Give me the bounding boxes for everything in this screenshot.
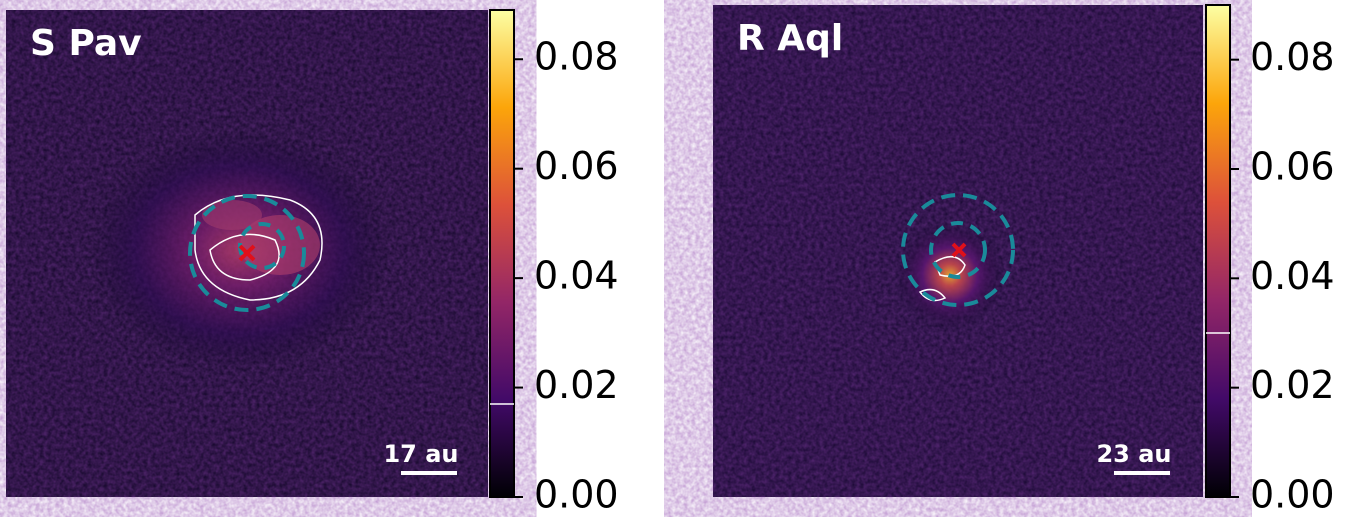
scale-bar-label: 23 au: [1096, 440, 1171, 468]
star-marker: [238, 244, 256, 262]
tick-label: 0.00: [1250, 473, 1335, 517]
contour: [918, 256, 966, 302]
tick-label: 0.04: [1250, 254, 1335, 298]
dashed-circle: [188, 194, 306, 312]
tick-label: 0.08: [534, 35, 619, 79]
emission: [202, 200, 262, 230]
contour: [209, 233, 280, 281]
tick-label: 0.02: [534, 363, 619, 407]
tick-label: 0.02: [1250, 363, 1335, 407]
panel-s-pav: S Pav 17 au: [6, 10, 488, 497]
dashed-circle: [929, 221, 987, 279]
colorbar: [1205, 4, 1231, 498]
panel-title: R Aql: [737, 18, 843, 59]
scale-bar-label: 17 au: [383, 440, 458, 468]
panel-r-aql: R Aql 23 au: [713, 5, 1203, 497]
star-marker: [951, 242, 967, 258]
panel-title: S Pav: [30, 23, 142, 64]
tick-label: 0.08: [1250, 35, 1335, 79]
tick-label: 0.04: [534, 254, 619, 298]
tick-label: 0.00: [534, 473, 619, 517]
tick-label: 0.06: [534, 144, 619, 188]
dashed-circle: [901, 193, 1015, 307]
tick-label: 0.06: [1250, 145, 1335, 189]
colorbar: [489, 9, 515, 498]
